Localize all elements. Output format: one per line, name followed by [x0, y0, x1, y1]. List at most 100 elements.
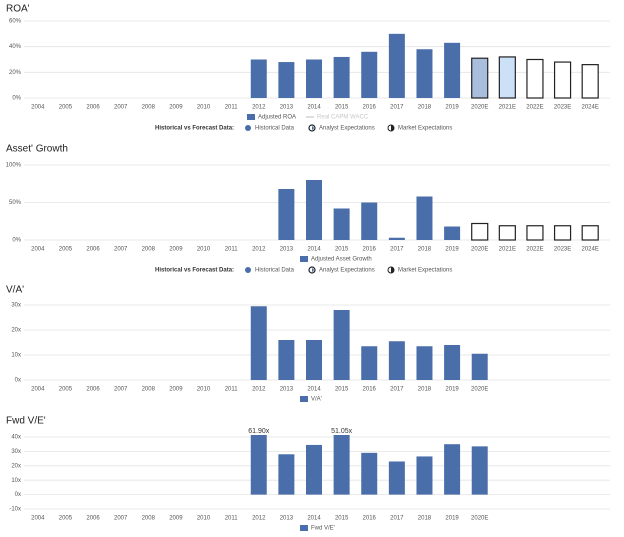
x-tick-label: 2009 [169, 516, 183, 522]
value-label: 51.05x [331, 428, 353, 435]
bar [306, 180, 322, 240]
y-tick-label: 50% [9, 200, 22, 206]
forecast-legend-item: Market Expectations [398, 268, 452, 274]
x-tick-label: 2007 [114, 387, 128, 393]
y-tick-label: 60% [9, 19, 22, 25]
x-tick-label: 2019 [445, 387, 459, 393]
x-tick-label: 2018 [418, 105, 432, 111]
x-tick-label: 2017 [390, 247, 404, 253]
x-tick-label: 2021E [499, 105, 516, 111]
y-tick-label: 40% [9, 44, 22, 50]
bar [250, 435, 267, 495]
x-tick-label: 2024E [582, 247, 599, 253]
bar [388, 461, 405, 495]
y-tick-label: 10x [11, 353, 21, 359]
y-tick-label: 40x [11, 435, 21, 441]
x-tick-label: 2012 [252, 387, 266, 393]
x-tick-label: 2015 [335, 516, 349, 522]
value-label: 61.90x [248, 428, 270, 435]
bar [416, 346, 433, 380]
x-tick-label: 2011 [225, 247, 239, 253]
chart-title: V/A' [6, 285, 24, 296]
bar [333, 435, 350, 495]
x-tick-label: 2013 [280, 247, 294, 253]
y-tick-label: 20x [11, 328, 21, 334]
bars [278, 180, 599, 241]
forecast-legend-item: Historical Data [255, 126, 295, 132]
x-tick-label: 2009 [169, 387, 183, 393]
x-tick-label: 2006 [86, 387, 100, 393]
y-tick-label: 20x [11, 463, 21, 469]
bar [471, 353, 488, 380]
bar [553, 61, 572, 99]
x-tick-label: 2019 [445, 516, 459, 522]
x-tick-label: 2006 [86, 105, 100, 111]
bar [444, 42, 461, 98]
x-tick-label: 2019 [445, 247, 459, 253]
forecast-legend-item: Market Expectations [398, 126, 452, 132]
x-tick-label: 2020E [471, 247, 488, 253]
x-tick-label: 2017 [390, 516, 404, 522]
chart-title: ROA' [6, 4, 30, 15]
x-tick-label: 2017 [390, 105, 404, 111]
bars [250, 33, 599, 99]
x-tick-label: 2004 [31, 105, 45, 111]
bar [278, 62, 295, 98]
legend-icon [391, 267, 394, 273]
bar [581, 64, 599, 99]
x-tick-label: 2004 [31, 387, 45, 393]
x-tick-label: 2015 [335, 105, 349, 111]
x-tick-label: 2013 [280, 105, 294, 111]
x-tick-label: 2009 [169, 105, 183, 111]
y-tick-label: -10x [9, 507, 21, 513]
bar [361, 202, 378, 240]
bar [388, 237, 405, 240]
forecast-legend-item: Historical Data [255, 268, 295, 274]
x-tick-label: 2004 [31, 516, 45, 522]
bar [306, 444, 322, 495]
chart-title: Asset' Growth [6, 144, 68, 155]
bar [250, 59, 267, 98]
x-tick-label: 2016 [363, 247, 377, 253]
y-tick-label: 0x [15, 378, 21, 384]
x-tick-label: 2021E [499, 247, 516, 253]
bar [361, 346, 378, 380]
forecast-legend-title: Historical vs Forecast Data: [155, 126, 234, 132]
legend-label: V/A' [311, 397, 322, 403]
x-tick-label: 2011 [225, 105, 239, 111]
y-tick-label: 100% [6, 163, 22, 169]
bar [278, 189, 295, 240]
x-tick-label: 2016 [363, 105, 377, 111]
x-tick-label: 2008 [142, 247, 156, 253]
legend-icon [245, 267, 251, 273]
x-tick-label: 2005 [59, 247, 73, 253]
y-tick-label: 0% [12, 96, 21, 102]
x-tick-label: 2011 [225, 516, 239, 522]
x-tick-label: 2015 [335, 387, 349, 393]
legend-label: Adjusted ROA [258, 115, 296, 121]
x-tick-label: 2005 [59, 105, 73, 111]
x-tick-label: 2015 [335, 247, 349, 253]
x-tick-label: 2009 [169, 247, 183, 253]
x-tick-label: 2010 [197, 247, 211, 253]
x-tick-label: 2014 [307, 105, 321, 111]
x-tick-label: 2013 [280, 387, 294, 393]
chart-title: Fwd V/E' [6, 416, 46, 427]
y-tick-label: 30x [11, 449, 21, 455]
legend-swatch [247, 114, 255, 120]
x-tick-label: 2008 [142, 387, 156, 393]
x-tick-label: 2020E [471, 516, 488, 522]
bar [333, 310, 350, 380]
bar [498, 225, 516, 241]
x-tick-label: 2016 [363, 516, 377, 522]
x-tick-label: 2018 [418, 516, 432, 522]
bar [444, 226, 461, 240]
bar [333, 56, 350, 98]
x-tick-label: 2014 [307, 387, 321, 393]
x-tick-label: 2012 [252, 247, 266, 253]
x-tick-label: 2020E [471, 387, 488, 393]
x-tick-label: 2007 [114, 516, 128, 522]
y-tick-label: 0% [12, 238, 21, 244]
legend-icon [245, 125, 251, 131]
bar [444, 345, 461, 380]
